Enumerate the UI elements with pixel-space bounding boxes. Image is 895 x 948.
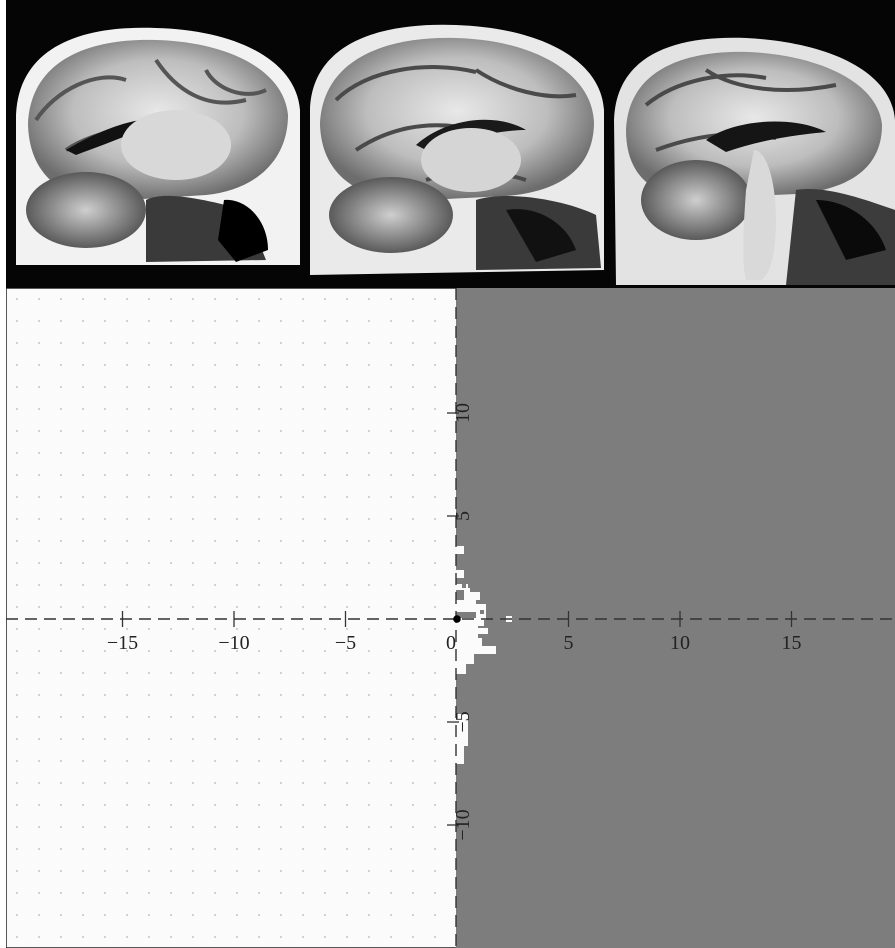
y-tick-label: 10 (452, 403, 474, 423)
x-tick-label: 0 (446, 632, 456, 654)
right-region (456, 288, 895, 948)
left-region (6, 288, 456, 948)
origin-point (453, 615, 461, 623)
y-tick-label: 5 (452, 511, 474, 521)
x-tick-label: −5 (335, 632, 356, 654)
y-ticks: 10 5 −5 −10 (447, 403, 474, 841)
x-ticks: −15 −10 −5 0 5 10 15 (107, 611, 802, 654)
mri-slice-right (614, 37, 895, 285)
mri-slice-middle (310, 24, 604, 275)
region-plot: −15 −10 −5 0 5 10 15 10 5 −5 −10 (6, 288, 895, 948)
mri-slice-left (16, 27, 300, 265)
x-tick-label: −10 (218, 632, 249, 654)
y-tick-label: −10 (452, 809, 474, 840)
x-tick-label: −15 (107, 632, 138, 654)
y-tick-label: −5 (452, 711, 474, 732)
mri-strip-svg (6, 0, 895, 288)
plot-svg: −15 −10 −5 0 5 10 15 10 5 −5 −10 (6, 288, 895, 948)
x-tick-label: 5 (564, 632, 574, 654)
mri-image-strip (6, 0, 895, 288)
x-tick-label: 15 (782, 632, 802, 654)
x-tick-label: 10 (670, 632, 690, 654)
